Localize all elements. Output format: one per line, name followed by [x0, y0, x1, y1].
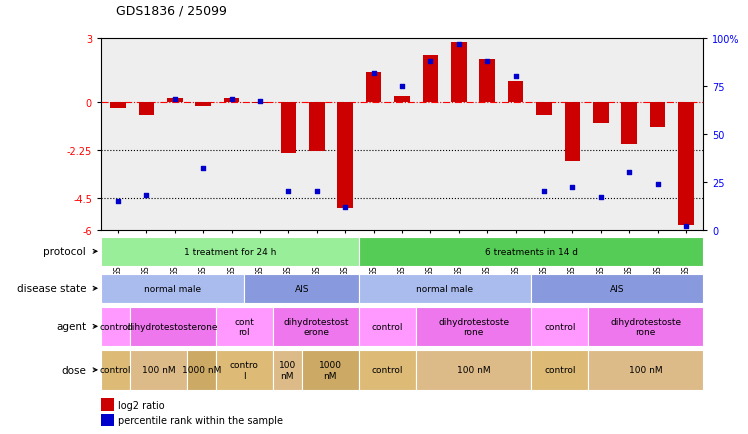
- Bar: [280, 103, 296, 154]
- Bar: [215, 350, 273, 390]
- Bar: [101, 274, 245, 303]
- Bar: [337, 103, 353, 209]
- Point: [340, 204, 352, 210]
- Bar: [138, 103, 154, 115]
- Text: agent: agent: [56, 322, 86, 332]
- Point: [509, 74, 521, 81]
- Point: [424, 59, 436, 66]
- Bar: [309, 103, 325, 151]
- Text: dihydrotestoste
rone: dihydrotestoste rone: [438, 317, 509, 336]
- Text: AIS: AIS: [610, 284, 625, 293]
- Bar: [101, 307, 129, 346]
- Bar: [187, 350, 215, 390]
- Bar: [273, 350, 301, 390]
- Bar: [417, 350, 531, 390]
- Text: 1 treatment for 24 h: 1 treatment for 24 h: [184, 247, 276, 256]
- Bar: [224, 99, 239, 103]
- Point: [169, 97, 181, 104]
- Point: [623, 169, 635, 176]
- Bar: [129, 350, 187, 390]
- Bar: [359, 307, 417, 346]
- Point: [538, 188, 550, 195]
- Text: 100 nM: 100 nM: [457, 365, 491, 375]
- Bar: [101, 350, 129, 390]
- Text: control: control: [99, 322, 131, 331]
- Text: AIS: AIS: [295, 284, 309, 293]
- Bar: [129, 307, 215, 346]
- Bar: [423, 56, 438, 103]
- Point: [368, 70, 380, 77]
- Text: control: control: [544, 322, 575, 331]
- Text: normal male: normal male: [417, 284, 473, 293]
- Bar: [479, 60, 495, 103]
- Text: control: control: [372, 365, 403, 375]
- Point: [141, 192, 153, 199]
- Bar: [678, 103, 694, 226]
- Bar: [359, 274, 531, 303]
- Bar: [359, 350, 417, 390]
- Bar: [394, 96, 410, 103]
- Point: [254, 99, 266, 105]
- Bar: [273, 307, 359, 346]
- Point: [226, 97, 238, 104]
- Bar: [252, 103, 268, 104]
- Text: 100 nM: 100 nM: [629, 365, 663, 375]
- Text: percentile rank within the sample: percentile rank within the sample: [118, 415, 283, 425]
- Point: [595, 194, 607, 201]
- Bar: [650, 103, 666, 128]
- Bar: [110, 103, 126, 109]
- Bar: [101, 237, 359, 266]
- Text: GDS1836 / 25099: GDS1836 / 25099: [116, 4, 227, 17]
- Point: [652, 181, 663, 187]
- Text: dihydrotestoste
rone: dihydrotestoste rone: [610, 317, 681, 336]
- Text: 100 nM: 100 nM: [141, 365, 175, 375]
- Text: normal male: normal male: [144, 284, 201, 293]
- Text: dose: dose: [61, 365, 86, 375]
- Point: [283, 188, 295, 195]
- Bar: [359, 237, 703, 266]
- Text: dihydrotestost
erone: dihydrotestost erone: [283, 317, 349, 336]
- Bar: [167, 99, 183, 103]
- Text: cont
rol: cont rol: [234, 317, 254, 336]
- Text: 100
nM: 100 nM: [279, 360, 296, 380]
- Text: disease state: disease state: [16, 284, 86, 293]
- Bar: [451, 43, 467, 103]
- Point: [680, 223, 692, 230]
- Bar: [536, 103, 552, 115]
- Bar: [215, 307, 273, 346]
- Text: control: control: [544, 365, 575, 375]
- Bar: [301, 350, 359, 390]
- Text: control: control: [99, 365, 131, 375]
- Bar: [366, 73, 381, 103]
- Bar: [531, 307, 589, 346]
- Bar: [622, 103, 637, 145]
- Bar: [565, 103, 580, 162]
- Bar: [508, 82, 524, 103]
- Point: [453, 41, 465, 48]
- Text: contro
l: contro l: [230, 360, 259, 380]
- Text: 1000 nM: 1000 nM: [182, 365, 221, 375]
- Point: [566, 184, 578, 191]
- Text: dihydrotestosterone: dihydrotestosterone: [127, 322, 218, 331]
- Bar: [195, 103, 211, 107]
- Point: [112, 198, 124, 205]
- Point: [481, 59, 493, 66]
- Point: [197, 165, 209, 172]
- Bar: [531, 274, 703, 303]
- Point: [396, 83, 408, 90]
- Text: 1000
nM: 1000 nM: [319, 360, 342, 380]
- Bar: [245, 274, 359, 303]
- Text: 6 treatments in 14 d: 6 treatments in 14 d: [485, 247, 577, 256]
- Bar: [531, 350, 589, 390]
- Text: protocol: protocol: [43, 247, 86, 256]
- Bar: [589, 307, 703, 346]
- Text: log2 ratio: log2 ratio: [118, 400, 165, 410]
- Point: [311, 188, 323, 195]
- Text: control: control: [372, 322, 403, 331]
- Bar: [417, 307, 531, 346]
- Bar: [593, 103, 609, 124]
- Bar: [589, 350, 703, 390]
